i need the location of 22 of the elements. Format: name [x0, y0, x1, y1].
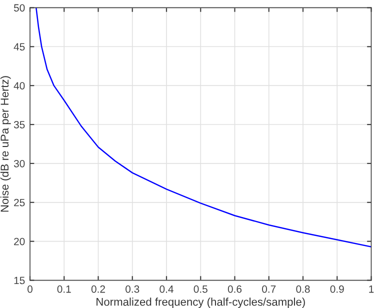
- line-series: [36, 8, 372, 248]
- y-tick-label: 15: [14, 276, 25, 284]
- x-tick-label: 0.7: [262, 285, 276, 293]
- y-tick-label: 35: [14, 121, 25, 128]
- x-tick-label: 0.8: [296, 285, 310, 293]
- y-axis-title: Noise (dB re uPa per Hertz): [0, 76, 11, 212]
- y-tick-label: 30: [14, 160, 25, 168]
- x-axis-title: Normalized frequency (half-cycles/sample): [96, 298, 305, 308]
- y-tick-label: 50: [14, 4, 25, 12]
- x-tick-label: 0.3: [126, 285, 140, 293]
- x-tick-label: 0.4: [160, 285, 174, 293]
- x-tick-label: 0.5: [194, 285, 208, 293]
- y-tick-label: 20: [14, 238, 25, 246]
- y-tick-label: 25: [14, 198, 25, 206]
- y-tick-label: 45: [14, 43, 25, 51]
- x-tick-label: 0.9: [330, 285, 344, 293]
- x-tick-label: 1: [369, 286, 374, 293]
- x-tick-label: 0.6: [228, 285, 242, 293]
- x-tick-label: 0: [28, 285, 32, 293]
- x-tick-label: 0.2: [91, 285, 105, 293]
- y-tick-label: 40: [14, 82, 25, 90]
- x-tick-label: 0.1: [57, 285, 71, 293]
